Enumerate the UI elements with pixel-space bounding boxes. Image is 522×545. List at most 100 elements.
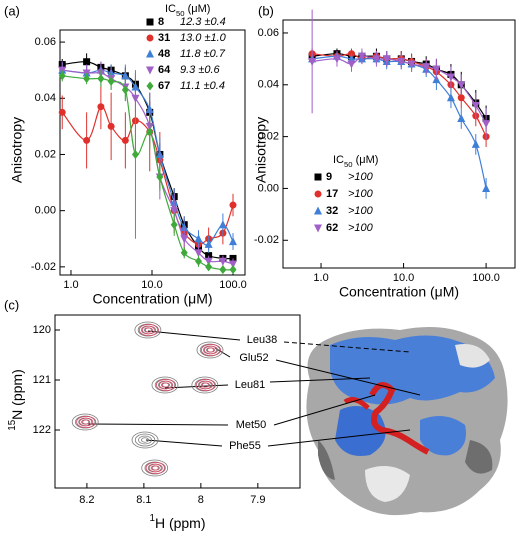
contour — [151, 376, 179, 394]
y-tick-label: -0.02 — [31, 261, 56, 273]
marker — [131, 149, 139, 159]
marker — [156, 172, 164, 182]
marker — [97, 74, 105, 84]
label-part: (μM) — [353, 154, 379, 166]
axis-label: Anisotropy — [9, 117, 25, 183]
contour — [82, 419, 91, 425]
contour — [141, 325, 156, 335]
contour — [198, 380, 213, 390]
marker — [229, 260, 238, 269]
marker — [97, 103, 105, 111]
fit-curve — [312, 55, 487, 124]
x-tick-label: 100.0 — [219, 279, 247, 291]
label-part: 1 — [149, 513, 154, 524]
contour — [201, 382, 210, 388]
contour — [134, 321, 162, 339]
marker — [218, 257, 227, 266]
axis-label: IC50 (μM) — [333, 154, 378, 169]
contour — [155, 378, 177, 392]
legend-ic50: >100 — [348, 171, 374, 183]
y-tick-label: 122 — [33, 424, 51, 436]
y-tick-label: -0.02 — [254, 234, 279, 246]
axis-label: IC50 (μM) — [165, 3, 210, 18]
marker — [195, 256, 203, 266]
marker — [145, 105, 154, 114]
marker — [83, 58, 91, 66]
plot-frame — [54, 314, 301, 489]
marker — [107, 76, 115, 86]
legend-name: 9 — [326, 171, 332, 183]
marker — [204, 239, 213, 248]
x-tick-label: 8.1 — [136, 494, 151, 506]
legend-marker — [146, 34, 154, 42]
marker — [170, 220, 178, 230]
annotation: Phe55 — [229, 440, 261, 452]
marker — [121, 85, 129, 95]
legend-marker — [314, 173, 322, 181]
label-part: 50 — [344, 160, 353, 169]
marker — [457, 113, 466, 122]
label-part: (μM) — [185, 3, 211, 15]
x-tick-label: 7.9 — [250, 494, 265, 506]
legend-marker — [146, 81, 154, 91]
fit-curve — [62, 69, 234, 265]
marker — [83, 136, 91, 144]
contour — [203, 345, 219, 355]
axis-label: Anisotropy — [253, 117, 269, 183]
contour — [71, 413, 99, 431]
marker — [407, 60, 416, 69]
marker — [170, 207, 179, 216]
label-part: IC — [333, 154, 344, 166]
contour — [79, 417, 94, 427]
contour — [151, 465, 160, 471]
legend-ic50: 12.3 ±0.4 — [180, 16, 226, 28]
contour — [131, 431, 159, 449]
label-part: H (ppm) — [155, 515, 206, 531]
marker — [482, 120, 491, 129]
marker — [432, 65, 441, 74]
contour — [158, 380, 174, 390]
marker — [382, 55, 391, 64]
marker — [58, 71, 66, 81]
marker — [482, 183, 491, 192]
marker — [372, 55, 381, 64]
contour — [148, 463, 163, 473]
marker — [357, 52, 366, 61]
contour — [134, 433, 156, 447]
marker — [107, 122, 115, 130]
y-tick-label: 121 — [33, 374, 51, 386]
marker — [347, 60, 356, 69]
marker — [446, 93, 455, 102]
legend-name: 8 — [158, 16, 164, 28]
legend-ic50: 11.8 ±0.7 — [180, 48, 226, 60]
x-tick-label: 10.0 — [393, 272, 414, 284]
x-tick-label: 8 — [198, 494, 204, 506]
marker — [58, 108, 66, 116]
y-tick-label: 0.06 — [35, 36, 56, 48]
label-part: 50 — [176, 9, 185, 18]
legend-marker — [314, 206, 322, 215]
panel-label: (a) — [4, 3, 20, 18]
x-tick-label: 1.0 — [313, 272, 328, 284]
legend-ic50: 9.3 ±0.6 — [180, 64, 221, 76]
peak — [131, 431, 159, 449]
marker — [471, 102, 480, 111]
fit-curve — [61, 106, 234, 246]
annotation: Leu38 — [247, 334, 278, 346]
marker — [457, 81, 466, 90]
marker — [219, 265, 227, 275]
label-part: IC — [165, 3, 176, 15]
label-part: 15 — [7, 419, 18, 430]
legend-ic50: >100 — [348, 222, 374, 234]
marker — [332, 55, 341, 64]
y-tick-label: 0.04 — [258, 79, 279, 91]
marker — [194, 249, 203, 258]
peak — [151, 376, 179, 394]
marker — [308, 57, 317, 66]
marker — [229, 201, 237, 209]
plot-frame — [282, 19, 516, 269]
axis-label: 1H (ppm) — [149, 513, 205, 531]
x-tick-label: 100.0 — [472, 272, 500, 284]
fit-curve — [312, 55, 487, 189]
legend-marker — [146, 18, 154, 26]
